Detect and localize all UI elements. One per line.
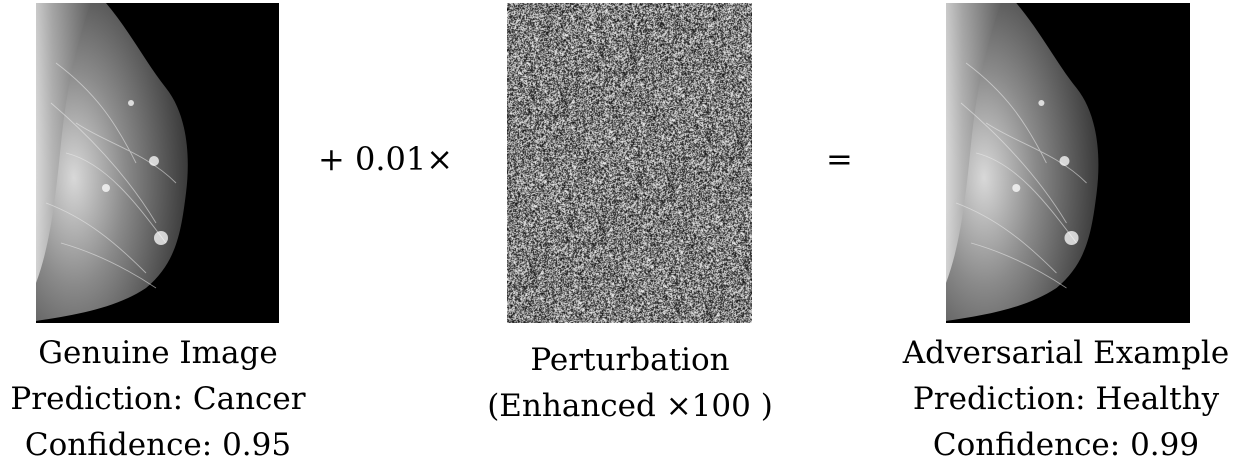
perturbation-noise-image — [507, 3, 752, 323]
genuine-caption: Genuine Image Prediction: Cancer Confide… — [0, 330, 316, 468]
genuine-confidence: Confidence: 0.95 — [24, 427, 292, 463]
adversarial-title: Adversarial Example — [902, 335, 1230, 371]
equals-operator: = — [826, 140, 853, 178]
perturbation-caption: Perturbation (Enhanced ×100 ) — [470, 337, 790, 429]
adversarial-confidence: Confidence: 0.99 — [932, 427, 1200, 463]
adversarial-prediction: Prediction: Healthy — [912, 381, 1220, 417]
perturbation-title: Perturbation — [530, 342, 730, 378]
adversarial-caption: Adversarial Example Prediction: Healthy … — [886, 330, 1246, 468]
plus-scalar-operator: + 0.01× — [318, 140, 454, 178]
genuine-title: Genuine Image — [38, 335, 278, 371]
adversarial-mammogram-image — [946, 3, 1190, 323]
genuine-prediction: Prediction: Cancer — [10, 381, 306, 417]
perturbation-subtitle: (Enhanced ×100 ) — [487, 388, 773, 424]
genuine-mammogram-image — [36, 3, 279, 323]
